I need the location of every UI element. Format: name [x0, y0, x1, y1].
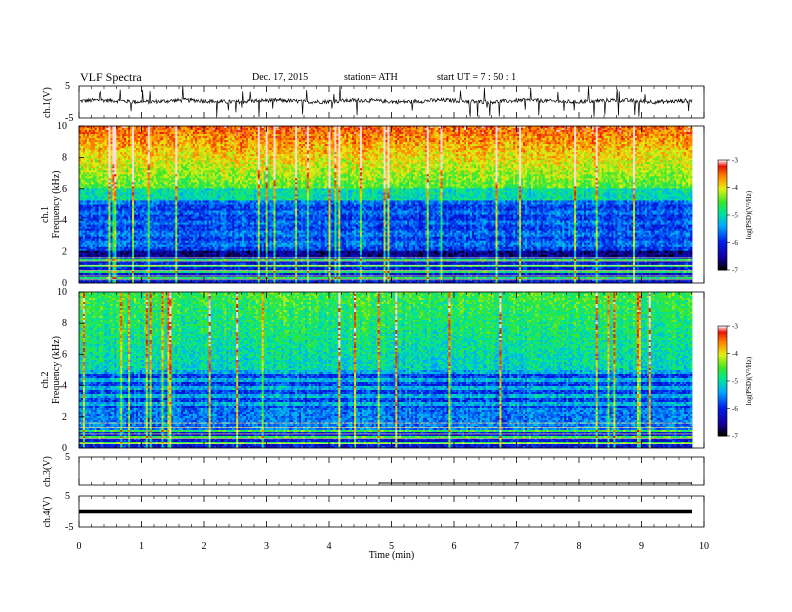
- ch1-spectrogram-ytick-label: 8: [62, 152, 67, 163]
- ch2-spectrogram-colorbar-tick-label: -5: [732, 378, 738, 386]
- xaxis-tick-label: 0: [77, 541, 82, 552]
- ch1-spectrogram-colorbar-tick-label: -3: [732, 157, 738, 165]
- ch1-spectrogram-ytick-label: 2: [62, 247, 67, 258]
- ch2-spectrogram-colorbar-label: log(PSD)(V²/Hz): [745, 356, 753, 405]
- ch2-spectrogram-cells: [79, 292, 692, 448]
- ch1-spectrogram-ytick-label: 4: [62, 215, 67, 226]
- ch1-spectrogram-ytick-label: 10: [57, 121, 67, 132]
- xaxis-tick-label: 4: [327, 541, 332, 552]
- xaxis-tick-label: 8: [577, 541, 582, 552]
- ch2-spectrogram-colorbar-tick-label: -4: [732, 350, 738, 358]
- xaxis-tick-label: 6: [452, 541, 457, 552]
- ch1-spectrogram-ylabel-channel: ch.1: [40, 206, 51, 223]
- ch3-waveform-ytick-label: 5: [65, 452, 70, 463]
- xaxis-tick-label: 9: [639, 541, 644, 552]
- vlf-figure: 5-5ch.1(V)0246810ch.1 Frequency (kHz)-3-4…: [0, 0, 792, 612]
- ch1-waveform-ytick-label: 5: [65, 81, 70, 92]
- ch2-spectrogram-ytick-label: 2: [62, 412, 67, 423]
- ch4-waveform-ytick-label: -5: [65, 522, 73, 533]
- ch1-spectrogram-cells: [79, 126, 692, 283]
- ch1-spectrogram-ylabel-frequency: Frequency (kHz): [51, 170, 62, 238]
- xaxis-tick-label: 2: [202, 541, 207, 552]
- ch1-spectrogram-colorbar-tick-label: -7: [732, 267, 738, 275]
- ch1-spectrogram-ytick-label: 6: [62, 184, 67, 195]
- ch1-waveform-line: [80, 86, 692, 117]
- ch1-spectrogram-colorbar-tick-label: -5: [732, 212, 738, 220]
- xaxis-tick-label: 7: [514, 541, 519, 552]
- ch2-spectrogram-ytick-label: 6: [62, 349, 67, 360]
- ch2-spectrogram-ytick-label: 4: [62, 381, 67, 392]
- ch2-spectrogram-colorbar: [718, 326, 727, 437]
- ch2-spectrogram-colorbar-tick-label: -3: [732, 323, 738, 331]
- ch2-spectrogram-ylabel-channel: ch.2: [40, 372, 51, 389]
- ch2-spectrogram-ytick-label: 8: [62, 318, 67, 329]
- ch2-spectrogram-ytick-label: 10: [57, 287, 67, 298]
- ch1-waveform-ylabel: ch.1(V): [42, 87, 53, 118]
- xaxis-tick-label: 1: [139, 541, 144, 552]
- xaxis-tick-label: 10: [699, 541, 709, 552]
- ch3-waveform-ylabel: ch.3(V): [42, 456, 53, 487]
- ch2-spectrogram-ylabel-frequency: Frequency (kHz): [51, 336, 62, 404]
- ch4-waveform-ytick-label: 5: [65, 491, 70, 502]
- xaxis-tick-label: 3: [264, 541, 269, 552]
- ch1-spectrogram-colorbar-label: log(PSD)(V²/Hz): [745, 190, 753, 239]
- ch2-spectrogram-colorbar-tick-label: -6: [732, 405, 738, 413]
- ch1-spectrogram-colorbar-tick-label: -6: [732, 239, 738, 247]
- ch2-spectrogram-colorbar-tick-label: -7: [732, 433, 738, 441]
- xaxis-label: Time (min): [369, 550, 414, 561]
- ch4-waveform-ylabel: ch.4(V): [42, 497, 53, 528]
- ch1-spectrogram-colorbar-tick-label: -4: [732, 184, 738, 192]
- ch1-spectrogram-colorbar: [718, 160, 727, 271]
